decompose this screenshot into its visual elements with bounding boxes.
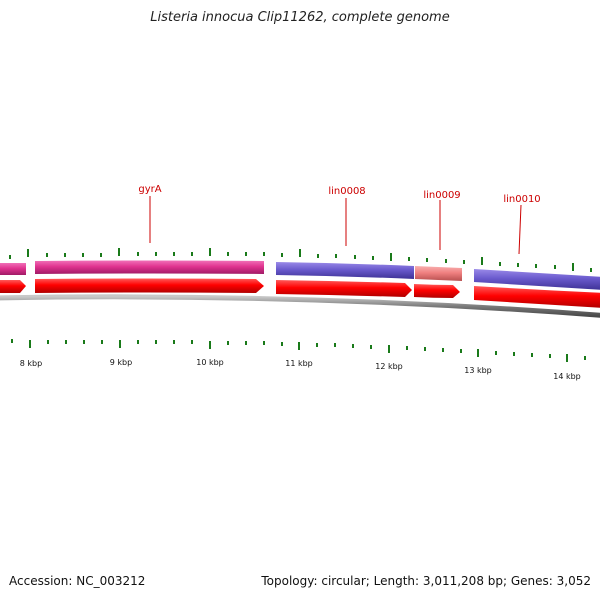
map-title: Listeria innocua Clip11262, complete gen… (150, 10, 450, 25)
tick-label-13kbp: 13 kbp (464, 366, 492, 375)
gene-label-gyrA: gyrA (138, 184, 161, 195)
gene-label-lin0009: lin0009 (423, 190, 460, 201)
gene-label-lin0008: lin0008 (328, 186, 365, 197)
cds-feature-lin0010 (474, 286, 600, 308)
tick-label-14kbp: 14 kbp (553, 372, 581, 381)
lower-ruler-ticks (11, 339, 586, 362)
gene-feature-left-partial (0, 263, 26, 275)
gene-label-lin0010: lin0010 (503, 194, 540, 205)
cds-feature-lin0009 (414, 284, 460, 298)
accession-label: Accession: NC_003212 (9, 574, 146, 588)
cds-feature-gyrA (35, 278, 264, 293)
gene-feature-gyrA (35, 260, 264, 274)
gene-feature-lin0008 (276, 262, 414, 279)
genome-backbone (0, 294, 600, 318)
cds-feature-lin0008 (276, 280, 412, 297)
tick-label-12kbp: 12 kbp (375, 362, 403, 371)
cds-feature-left-partial (0, 280, 26, 293)
tick-label-11kbp: 11 kbp (285, 359, 313, 368)
genome-stats-label: Topology: circular; Length: 3,011,208 bp… (261, 574, 591, 588)
tick-label-8kbp: 8 kbp (20, 359, 42, 368)
gene-label-leaders (149, 196, 522, 255)
tick-label-10kbp: 10 kbp (196, 358, 224, 367)
cds-track (0, 278, 600, 308)
upper-ruler-ticks (9, 248, 592, 272)
gene-feature-lin0010 (474, 269, 600, 290)
tick-label-9kbp: 9 kbp (110, 358, 132, 367)
gene-feature-lin0009 (415, 266, 462, 281)
gene-track (0, 260, 600, 290)
